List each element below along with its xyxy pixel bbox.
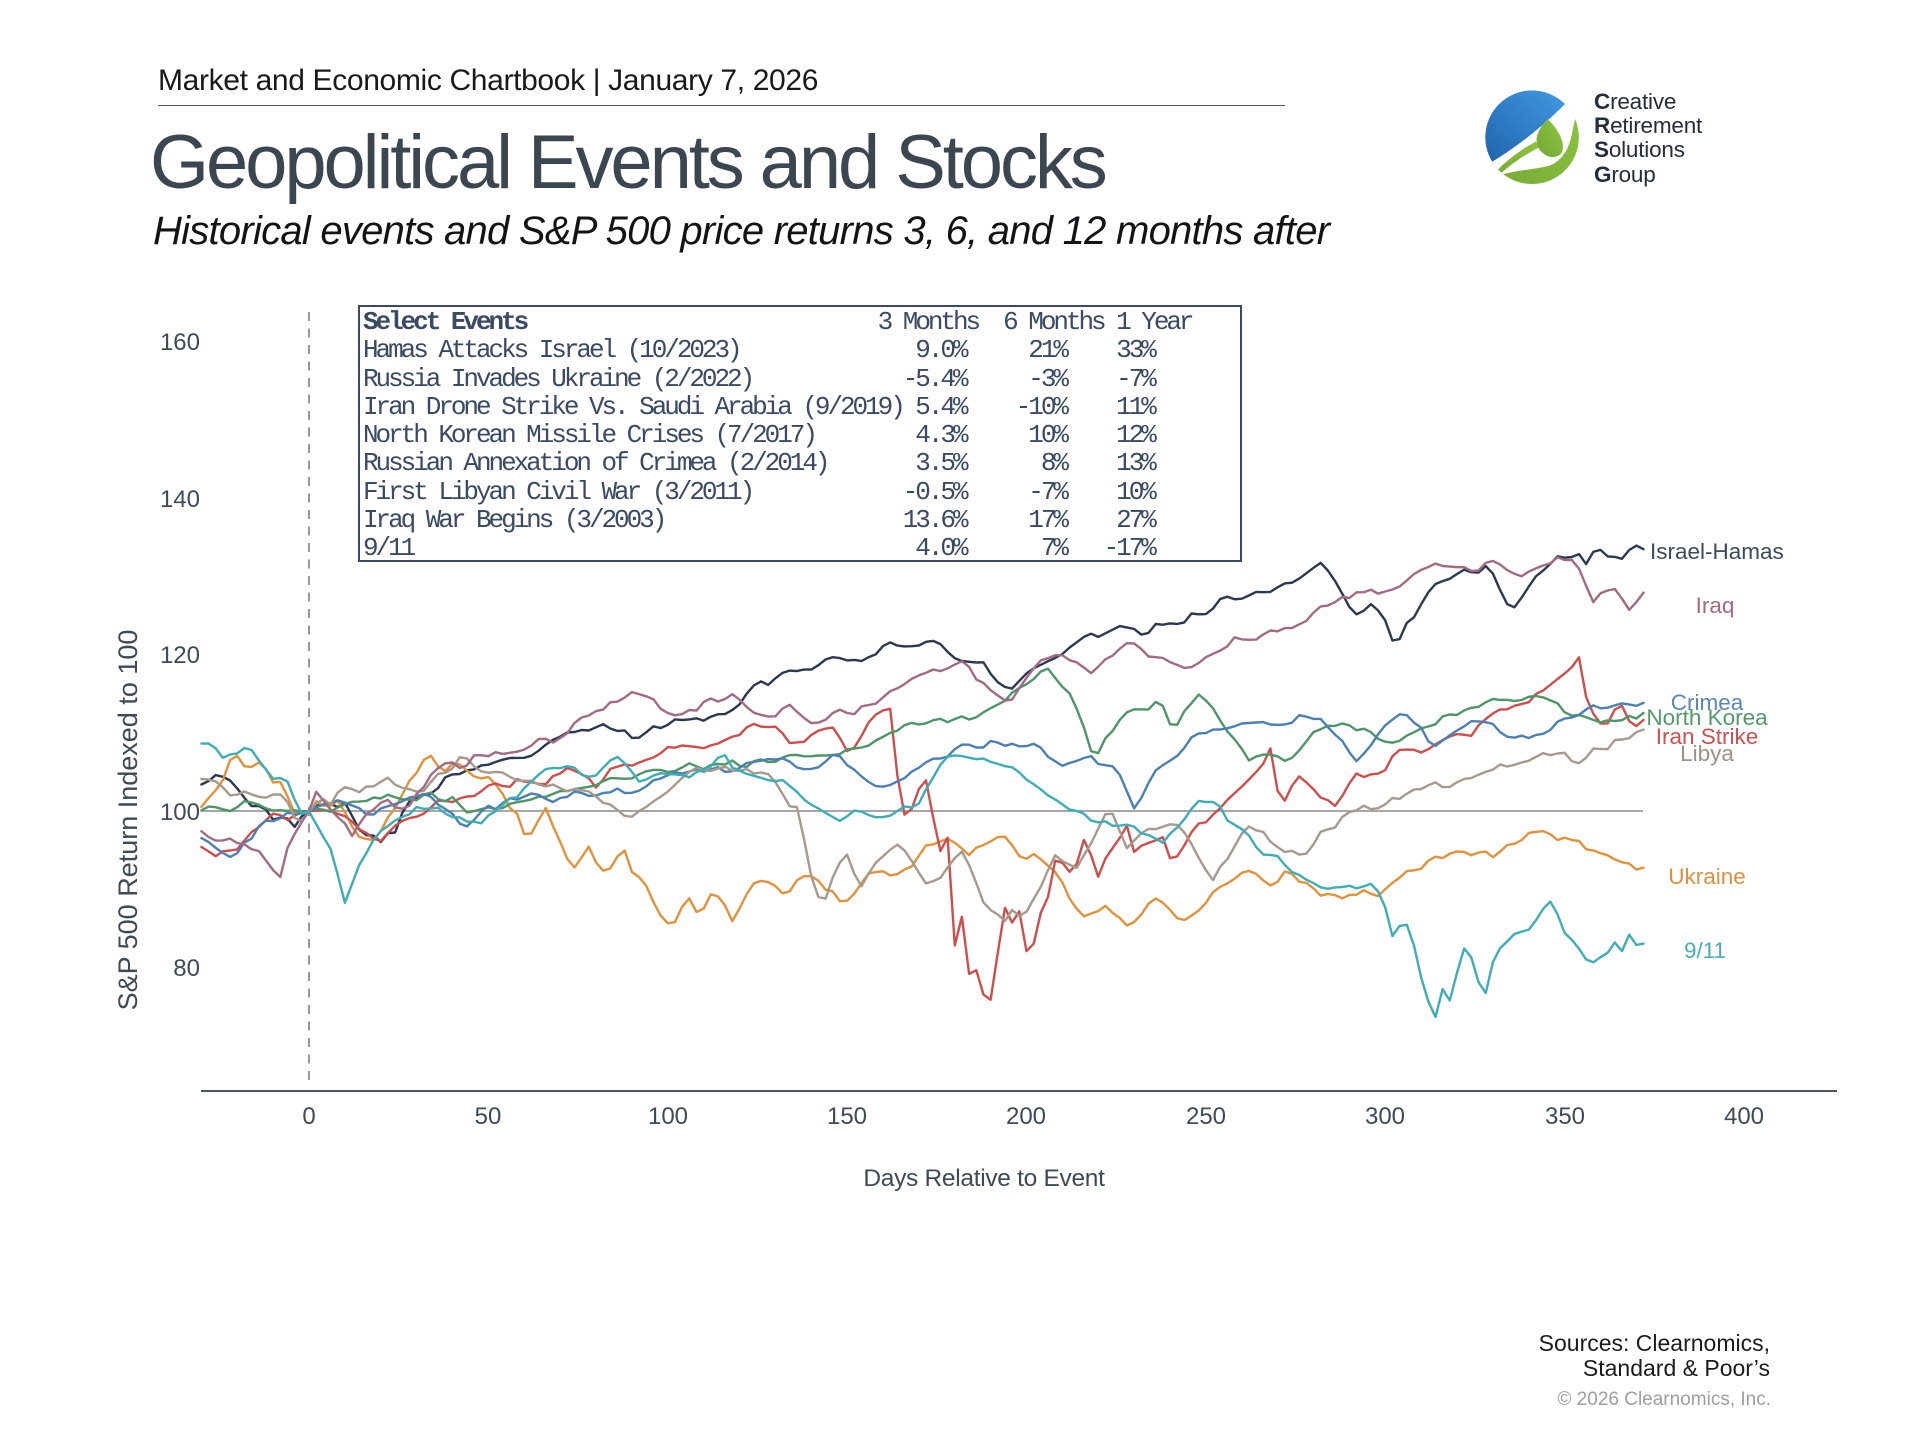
- svg-text:North Korea: North Korea: [1646, 705, 1768, 730]
- svg-text:50: 50: [475, 1103, 502, 1130]
- svg-text:120: 120: [160, 642, 200, 669]
- svg-text:Days Relative to Event: Days Relative to Event: [863, 1165, 1105, 1192]
- svg-text:200: 200: [1006, 1103, 1046, 1130]
- svg-text:Iraq: Iraq: [1696, 593, 1735, 618]
- svg-text:160: 160: [160, 329, 200, 356]
- svg-text:150: 150: [827, 1103, 867, 1130]
- svg-text:140: 140: [160, 486, 200, 513]
- svg-text:350: 350: [1545, 1103, 1585, 1130]
- svg-text:300: 300: [1365, 1103, 1405, 1130]
- svg-text:100: 100: [160, 799, 200, 826]
- svg-text:Iran Strike: Iran Strike: [1656, 724, 1759, 749]
- svg-text:250: 250: [1186, 1103, 1226, 1130]
- svg-text:9/11: 9/11: [1684, 938, 1726, 963]
- svg-text:100: 100: [648, 1103, 688, 1130]
- svg-text:Libya: Libya: [1680, 741, 1734, 766]
- svg-text:Crimea: Crimea: [1671, 690, 1744, 715]
- svg-text:0: 0: [302, 1103, 315, 1130]
- svg-text:Israel-Hamas: Israel-Hamas: [1650, 539, 1784, 564]
- svg-text:400: 400: [1724, 1103, 1764, 1130]
- svg-text:80: 80: [173, 955, 200, 982]
- svg-text:Ukraine: Ukraine: [1668, 864, 1746, 889]
- svg-text:S&P 500 Return Indexed to 100: S&P 500 Return Indexed to 100: [113, 630, 143, 1011]
